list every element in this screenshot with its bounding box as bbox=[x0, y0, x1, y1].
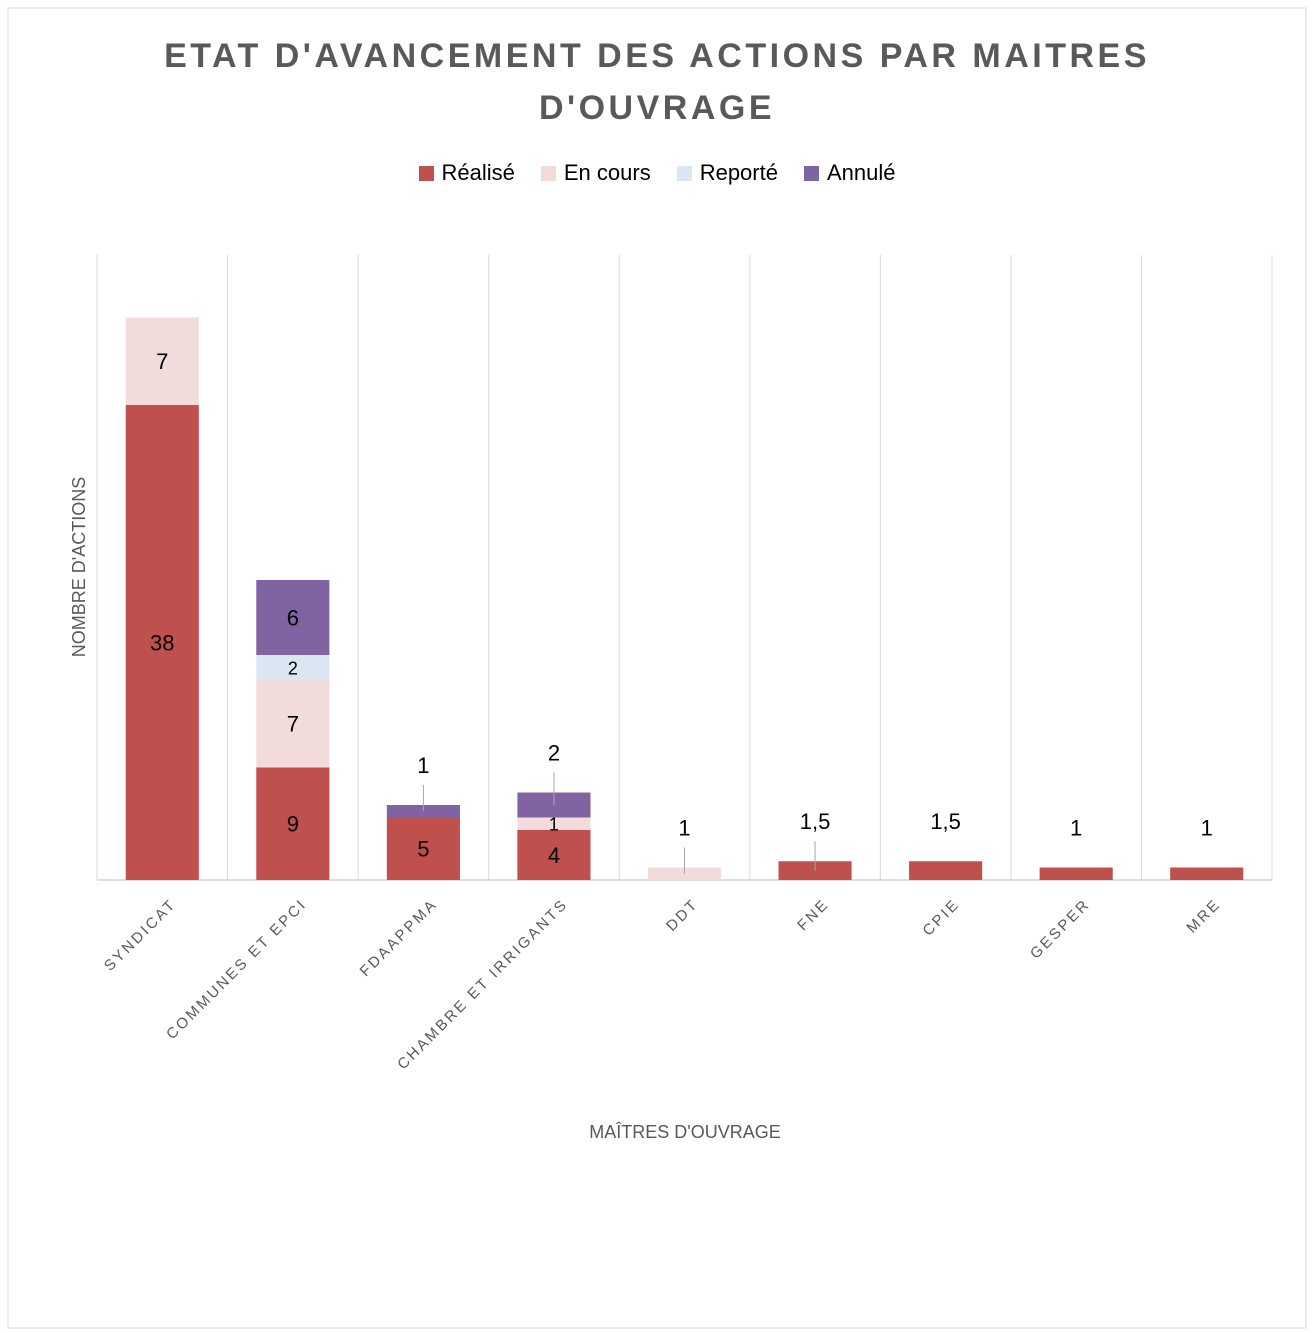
data-label: 2 bbox=[288, 658, 298, 678]
data-label: 1 bbox=[1201, 815, 1213, 840]
bar-segment bbox=[125, 317, 199, 405]
bar-segment bbox=[256, 680, 330, 768]
chart-border bbox=[7, 7, 1307, 1329]
legend-item: En cours bbox=[540, 160, 651, 186]
x-tick-label: GESPER bbox=[1027, 896, 1094, 963]
legend-label: Annulé bbox=[826, 160, 896, 185]
legend-label: Réalisé bbox=[441, 160, 515, 185]
bar-segment bbox=[517, 830, 591, 880]
x-tick-label: DDT bbox=[663, 896, 702, 935]
legend-item: Reporté bbox=[676, 160, 778, 186]
y-axis-title: NOMBRE D'ACTIONS bbox=[69, 477, 89, 657]
data-label: 7 bbox=[287, 712, 299, 737]
legend-item: Réalisé bbox=[418, 160, 515, 186]
legend-label: Reporté bbox=[699, 160, 778, 185]
x-tick-label: SYNDICAT bbox=[101, 896, 180, 975]
data-label: 7 bbox=[156, 349, 168, 374]
legend-swatch bbox=[418, 165, 434, 181]
data-label: 9 bbox=[287, 812, 299, 837]
chart-title: ETAT D'AVANCEMENT DES ACTIONS PAR MAITRE… bbox=[164, 37, 1150, 127]
x-tick-label: FDAAPPMA bbox=[357, 896, 442, 981]
data-label: 1,5 bbox=[800, 809, 831, 834]
x-tick-label: MRE bbox=[1183, 896, 1224, 937]
bar-segment bbox=[517, 817, 591, 830]
bar-segment bbox=[386, 817, 460, 880]
data-label: 1 bbox=[1070, 815, 1082, 840]
x-axis-title: MAÎTRES D'OUVRAGE bbox=[589, 1122, 780, 1142]
bar-segment bbox=[256, 655, 330, 680]
legend-swatch bbox=[803, 165, 819, 181]
bar-segment bbox=[1039, 867, 1113, 880]
data-label: 1 bbox=[417, 753, 429, 778]
data-label: 1,5 bbox=[930, 809, 961, 834]
bar-segment bbox=[256, 580, 330, 655]
bar-segment bbox=[256, 767, 330, 880]
x-tick-label: FNE bbox=[794, 896, 833, 935]
legend: Réalisé En cours Reporté Annulé bbox=[0, 160, 1314, 186]
legend-label: En cours bbox=[563, 160, 651, 185]
x-tick-label: COMMUNES ET EPCI bbox=[163, 896, 310, 1043]
data-label: 5 bbox=[417, 837, 429, 862]
legend-swatch bbox=[676, 165, 692, 181]
legend-item: Annulé bbox=[803, 160, 896, 186]
data-label: 4 bbox=[548, 843, 560, 868]
data-label: 1 bbox=[678, 815, 690, 840]
data-label: 2 bbox=[548, 740, 560, 765]
bar-segment bbox=[1170, 867, 1244, 880]
x-tick-label: CPIE bbox=[919, 896, 963, 940]
data-label: 38 bbox=[150, 630, 174, 655]
bar-segment bbox=[125, 405, 199, 880]
data-label: 1 bbox=[549, 815, 559, 835]
bar-segment bbox=[909, 861, 983, 880]
legend-swatch bbox=[540, 165, 556, 181]
data-label: 6 bbox=[287, 605, 299, 630]
